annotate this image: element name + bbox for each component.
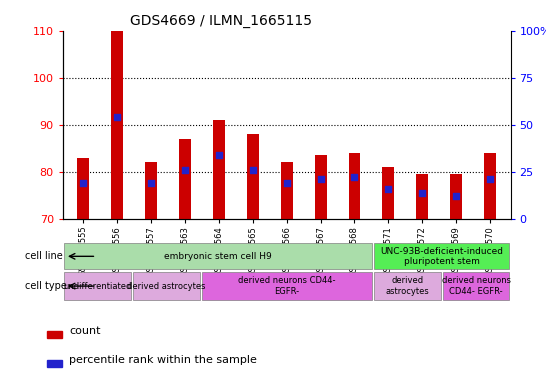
Bar xyxy=(201,272,372,300)
Bar xyxy=(382,167,394,219)
Bar xyxy=(111,31,123,219)
Point xyxy=(316,176,325,182)
Text: count: count xyxy=(69,326,100,336)
Bar xyxy=(374,272,441,300)
Text: undifferentiated: undifferentiated xyxy=(63,281,132,291)
Point xyxy=(181,167,189,173)
Bar xyxy=(77,158,89,219)
Point xyxy=(215,152,223,158)
Bar xyxy=(64,243,372,269)
Point xyxy=(350,174,359,180)
Bar xyxy=(247,134,259,219)
Bar xyxy=(47,331,62,338)
Text: embryonic stem cell H9: embryonic stem cell H9 xyxy=(164,252,272,261)
Bar xyxy=(145,162,157,219)
Text: percentile rank within the sample: percentile rank within the sample xyxy=(69,356,257,366)
Text: cell line: cell line xyxy=(25,251,62,262)
Point xyxy=(486,176,495,182)
Text: derived neurons CD44-
EGFR-: derived neurons CD44- EGFR- xyxy=(238,276,335,296)
Bar xyxy=(348,153,360,219)
Point xyxy=(418,189,426,195)
Bar xyxy=(133,272,199,300)
Bar xyxy=(450,174,462,219)
Point xyxy=(248,167,257,173)
Point xyxy=(384,186,393,192)
Bar xyxy=(417,174,428,219)
Text: cell type: cell type xyxy=(25,281,67,291)
Point xyxy=(112,114,121,120)
Bar xyxy=(179,139,191,219)
Point xyxy=(79,180,87,186)
Text: UNC-93B-deficient-induced
pluripotent stem: UNC-93B-deficient-induced pluripotent st… xyxy=(380,247,503,266)
Bar xyxy=(374,243,509,269)
Text: derived neurons
CD44- EGFR-: derived neurons CD44- EGFR- xyxy=(442,276,511,296)
Bar xyxy=(443,272,509,300)
Point xyxy=(282,180,291,186)
Point xyxy=(452,193,461,199)
Bar xyxy=(213,120,225,219)
Bar xyxy=(47,361,62,367)
Text: derived astrocytes: derived astrocytes xyxy=(127,281,205,291)
Text: derived
astrocytes: derived astrocytes xyxy=(385,276,429,296)
Bar xyxy=(314,156,327,219)
Bar xyxy=(64,272,130,300)
Text: GDS4669 / ILMN_1665115: GDS4669 / ILMN_1665115 xyxy=(130,14,312,28)
Point xyxy=(147,180,156,186)
Bar xyxy=(281,162,293,219)
Bar xyxy=(484,153,496,219)
